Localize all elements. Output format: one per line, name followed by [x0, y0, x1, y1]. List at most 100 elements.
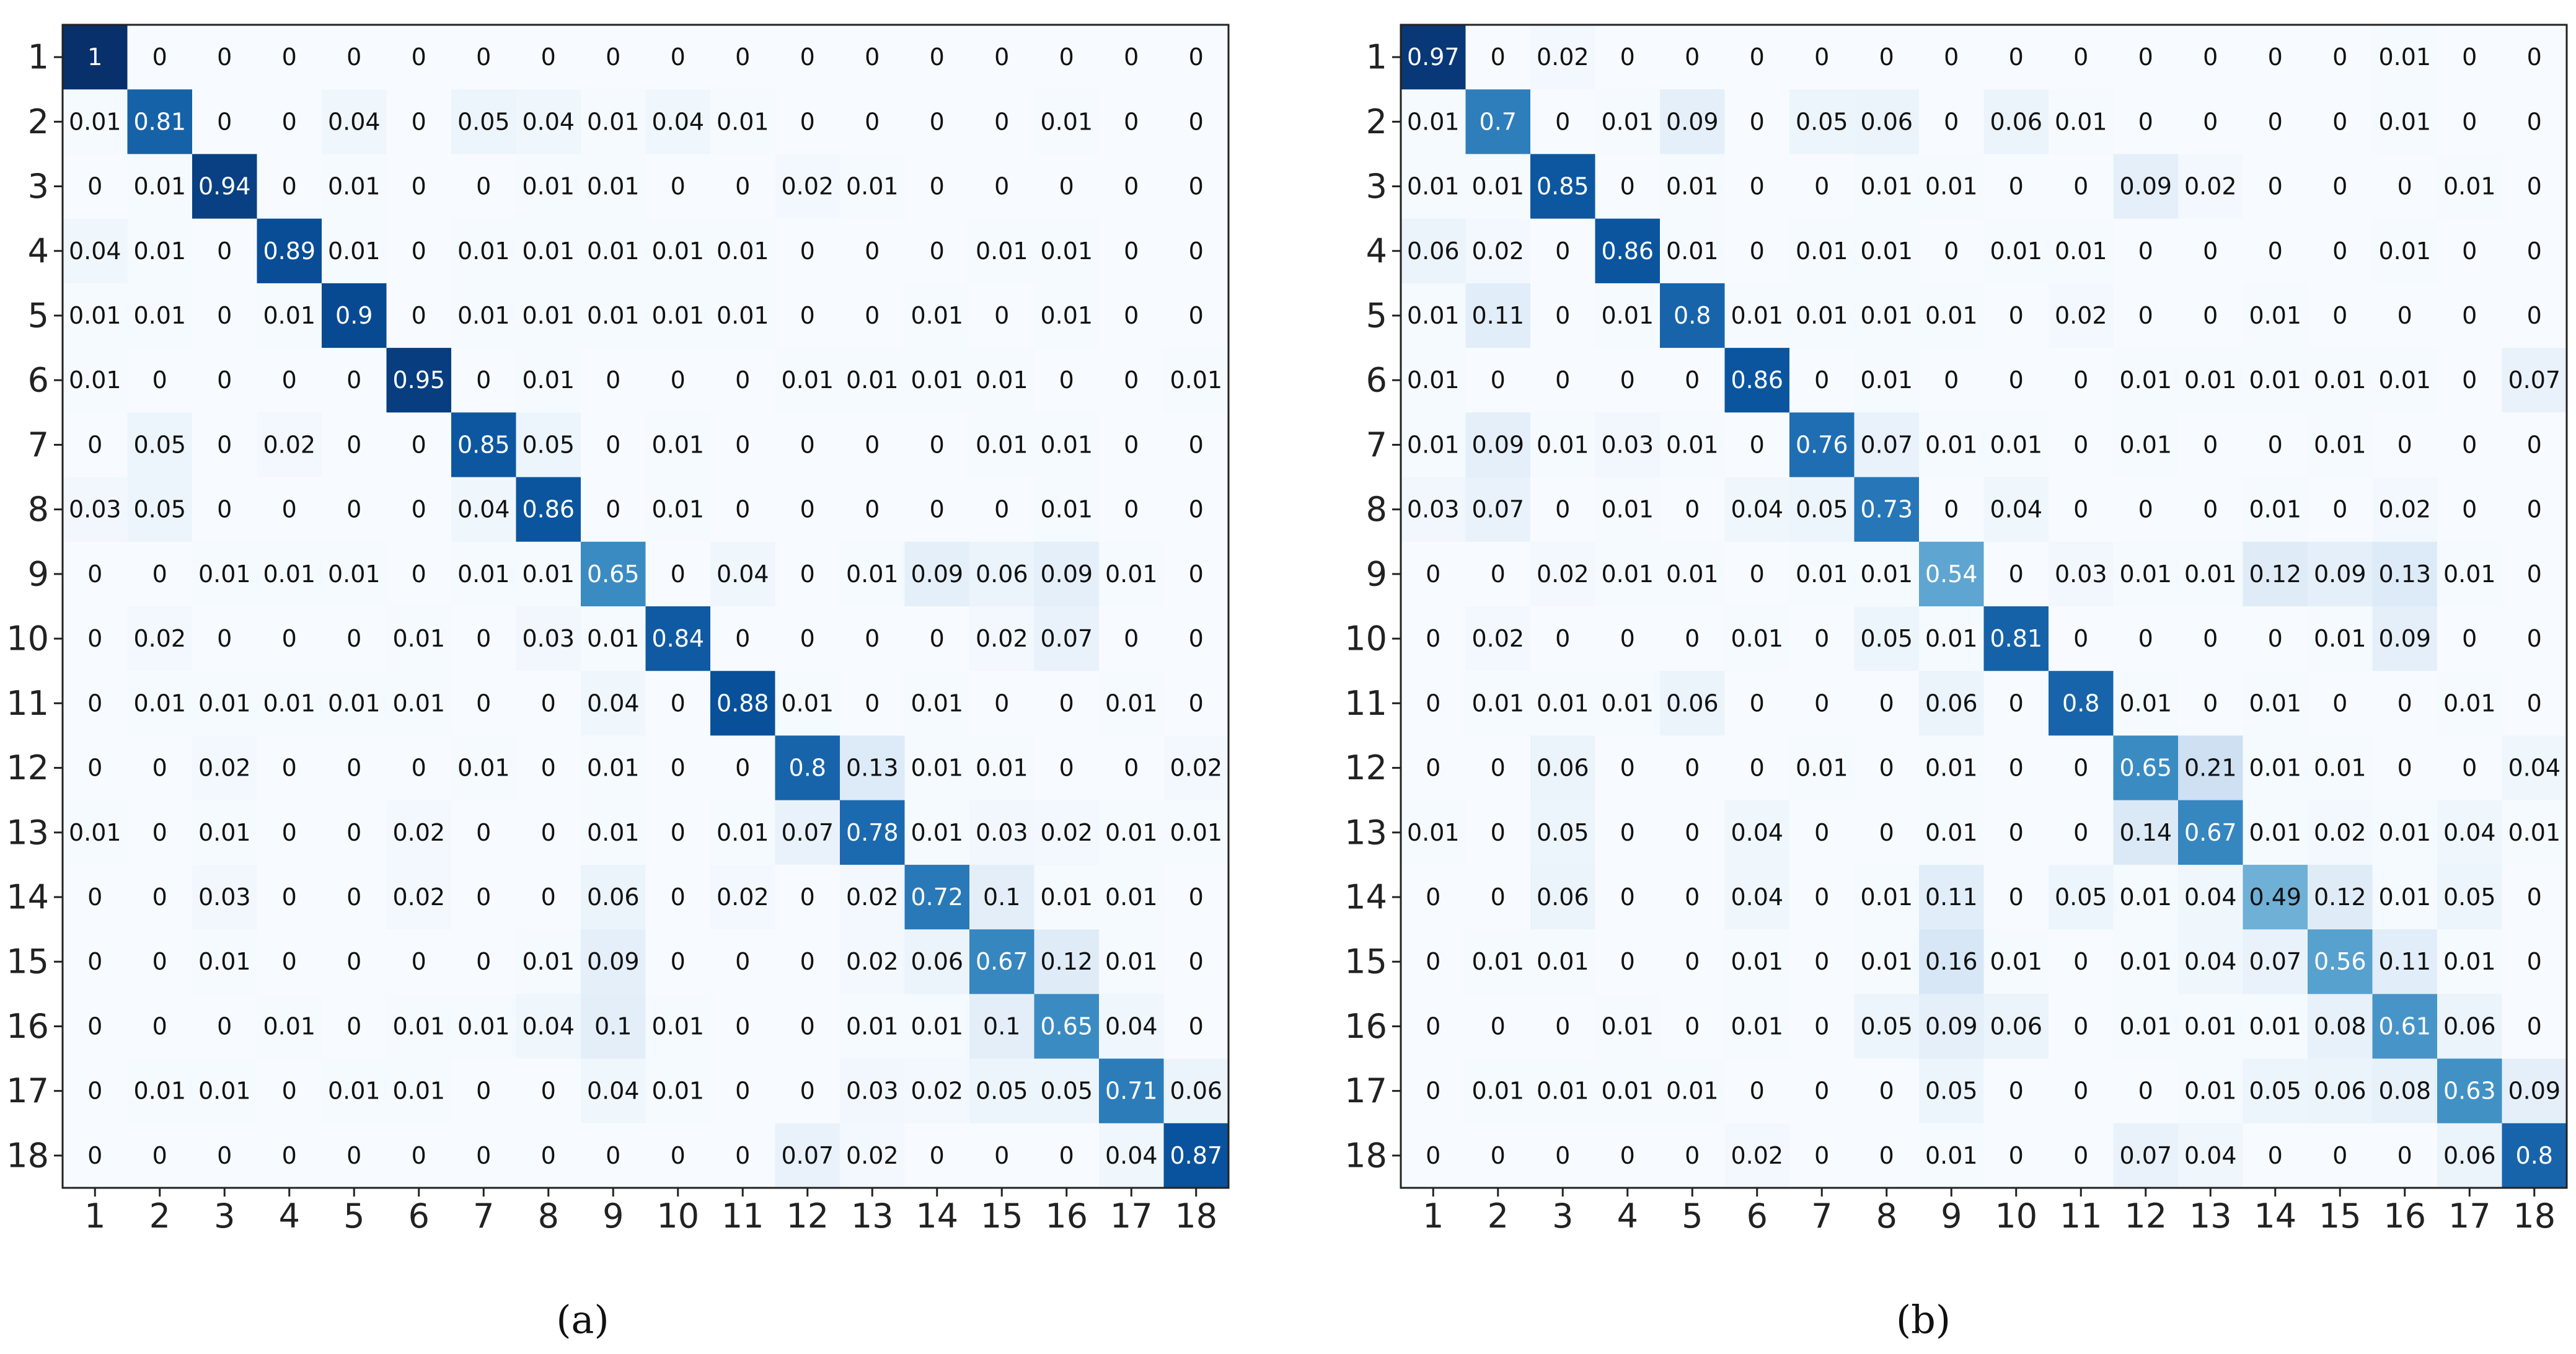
heatmap-cell	[710, 929, 776, 994]
heatmap-cell	[1789, 412, 1855, 478]
cell-value-label: 0	[2332, 496, 2347, 523]
x-tick-label: 1	[84, 1197, 105, 1236]
heatmap-cell	[1401, 89, 1467, 155]
cell-value-label: 0.01	[2249, 366, 2301, 394]
y-tick-label: 17	[1344, 1071, 1387, 1110]
heatmap-cell	[1724, 412, 1790, 478]
heatmap-cell	[1465, 348, 1531, 413]
heatmap-cell	[1163, 929, 1229, 994]
cell-value-label: 0.65	[587, 560, 640, 588]
cell-value-label: 0.01	[457, 754, 510, 782]
heatmap-cell	[1724, 929, 1790, 994]
cell-value-label: 0	[2397, 754, 2412, 782]
cell-value-label: 0	[412, 302, 426, 329]
cell-value-label: 0	[865, 496, 880, 523]
heatmap-cell	[1854, 89, 1920, 155]
heatmap-cell	[63, 477, 128, 542]
cell-value-label: 0	[1814, 43, 1829, 71]
cell-value-label: 0.01	[522, 948, 575, 975]
cell-value-label: 0	[735, 43, 750, 71]
cell-value-label: 0	[2268, 625, 2283, 652]
cell-value-label: 0	[1555, 1142, 1570, 1169]
cell-value-label: 0.05	[133, 496, 186, 523]
heatmap-cell	[1919, 864, 1985, 930]
cell-value-label: 0.14	[2119, 819, 2172, 846]
heatmap-cell	[386, 348, 452, 413]
cell-value-label: 0	[282, 754, 297, 782]
cell-value-label: 0.09	[1925, 1012, 1978, 1040]
heatmap-cell	[1919, 994, 1985, 1060]
cell-value-label: 0.97	[1407, 43, 1460, 71]
cell-value-label: 0.65	[2119, 754, 2172, 782]
cell-value-label: 0	[412, 431, 426, 458]
heatmap-cell	[1854, 735, 1920, 801]
cell-value-label: 0.01	[2184, 1012, 2237, 1040]
heatmap-cell	[2308, 154, 2373, 219]
heatmap-cell	[2437, 606, 2503, 671]
cell-value-label: 0	[2203, 496, 2218, 523]
y-tick-label: 2	[28, 102, 49, 141]
cell-value-label: 0	[1620, 948, 1635, 975]
cell-value-label: 0.01	[1537, 431, 1589, 458]
cell-value-label: 0	[217, 43, 232, 71]
cell-value-label: 0	[606, 431, 620, 458]
heatmap-cell	[1465, 541, 1531, 607]
cell-value-label: 0	[1879, 1077, 1894, 1105]
heatmap-cell	[1530, 218, 1596, 284]
cell-value-label: 0	[1124, 302, 1139, 329]
cell-value-label: 0	[1059, 366, 1074, 394]
heatmap-cell	[581, 864, 646, 930]
cell-value-label: 0.02	[1731, 1142, 1783, 1169]
cell-value-label: 0	[2138, 43, 2153, 71]
heatmap-cell	[2113, 283, 2179, 348]
heatmap-cell	[322, 735, 387, 801]
cell-value-label: 0.01	[1040, 108, 1093, 135]
heatmap-cell	[451, 541, 517, 607]
heatmap-cell	[1401, 800, 1467, 865]
cell-value-label: 0	[2527, 948, 2542, 975]
cell-value-label: 0.11	[1925, 883, 1978, 911]
heatmap-cell	[1163, 606, 1229, 671]
cell-value-label: 0	[2138, 302, 2153, 329]
cell-value-label: 0.09	[2378, 625, 2431, 652]
heatmap-cell	[1595, 477, 1661, 542]
heatmap-cell	[322, 671, 387, 737]
heatmap-cell	[581, 606, 646, 671]
cell-value-label: 0.09	[1040, 560, 1093, 588]
heatmap-cell	[645, 25, 711, 90]
heatmap-cell	[322, 1123, 387, 1188]
cell-value-label: 0.03	[1407, 496, 1460, 523]
cell-value-label: 0	[152, 948, 167, 975]
cell-value-label: 0	[1750, 108, 1765, 135]
cell-value-label: 0.01	[392, 1012, 445, 1040]
x-tick-label: 1	[1423, 1197, 1444, 1236]
heatmap-cell	[904, 606, 970, 671]
heatmap-cell	[63, 735, 128, 801]
heatmap-cell	[775, 541, 840, 607]
y-tick-label: 16	[1344, 1007, 1387, 1046]
heatmap-cell	[645, 606, 711, 671]
heatmap-cell	[1983, 994, 2049, 1060]
cell-value-label: 0.9	[335, 302, 373, 329]
heatmap-cell	[2372, 89, 2438, 155]
cell-value-label: 0.04	[2508, 754, 2561, 782]
cell-value-label: 0.01	[328, 237, 381, 265]
heatmap-cell	[1789, 994, 1855, 1060]
cell-value-label: 0.01	[587, 625, 640, 652]
cell-value-label: 0	[2203, 689, 2218, 717]
cell-value-label: 0	[476, 43, 491, 71]
heatmap-cell	[1465, 864, 1531, 930]
heatmap-cell	[1595, 1123, 1661, 1188]
heatmap-cell	[1854, 864, 1920, 930]
y-tick-label: 11	[1344, 684, 1387, 723]
heatmap-cell	[1854, 477, 1920, 542]
heatmap-cell	[1034, 412, 1100, 478]
cell-value-label: 0	[476, 689, 491, 717]
heatmap-cell	[2178, 929, 2244, 994]
heatmap-cell	[63, 1123, 128, 1188]
heatmap-cell	[710, 154, 776, 219]
heatmap-cell	[710, 477, 776, 542]
cell-value-label: 0	[1620, 625, 1635, 652]
heatmap-cell	[516, 864, 581, 930]
heatmap-cell	[516, 348, 581, 413]
